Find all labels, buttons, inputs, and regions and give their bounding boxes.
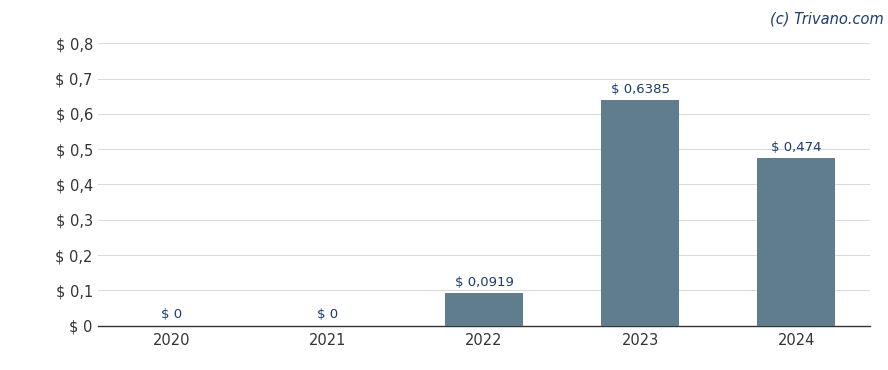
Bar (445, 293, 523, 326)
Text: $ 0,0919: $ 0,0919 (455, 276, 513, 289)
Text: $ 0,474: $ 0,474 (771, 141, 821, 154)
Bar (601, 100, 679, 326)
Text: $ 0,6385: $ 0,6385 (611, 83, 670, 96)
Text: $ 0: $ 0 (162, 308, 182, 321)
Text: (c) Trivano.com: (c) Trivano.com (770, 11, 884, 26)
Bar (757, 158, 835, 326)
Text: $ 0: $ 0 (317, 308, 338, 321)
